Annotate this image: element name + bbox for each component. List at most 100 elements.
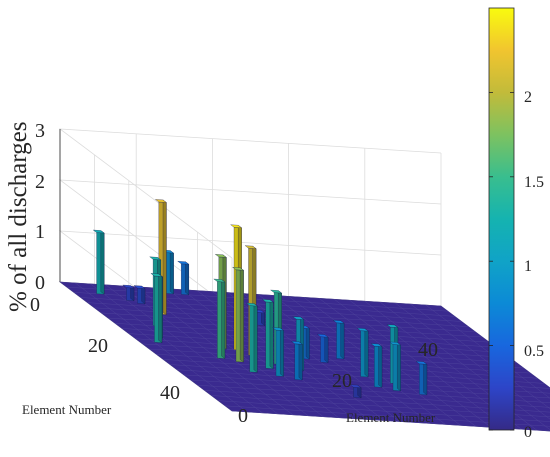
bar	[232, 267, 245, 363]
bar-face	[397, 342, 401, 392]
floor-grid-line	[163, 359, 545, 384]
y-axis-label: Element Number	[22, 402, 112, 417]
bar	[245, 302, 258, 373]
bar-top	[386, 324, 399, 328]
floor-grid-line	[273, 295, 446, 425]
bar	[177, 261, 190, 296]
bar-top	[245, 302, 258, 307]
bar	[349, 384, 362, 399]
bar-top	[122, 284, 135, 289]
x-tick-label: 0	[238, 405, 248, 427]
floor-grid-line	[120, 285, 294, 415]
colorbar	[488, 7, 515, 431]
x-tick-label: 40	[418, 339, 438, 361]
bar	[150, 273, 163, 344]
bar-face	[185, 261, 189, 296]
bar-top	[154, 199, 167, 203]
bar	[92, 229, 105, 295]
y-tick-label: 20	[88, 335, 108, 357]
bar	[290, 341, 303, 381]
floor-grid-line	[105, 284, 278, 415]
bar-face	[378, 343, 383, 388]
bar-top	[290, 341, 303, 345]
bar-top	[316, 333, 329, 338]
bar-top	[370, 343, 383, 347]
bar	[213, 278, 226, 359]
z-tick-label: 1	[35, 221, 45, 243]
bar-top	[332, 320, 345, 324]
floor-grid-line	[395, 302, 550, 420]
floor-grid-line	[197, 385, 550, 408]
floor-grid-line	[149, 348, 531, 374]
bar-face	[423, 361, 428, 396]
bar	[122, 284, 135, 302]
bar	[133, 285, 146, 305]
floor-grid-line	[211, 395, 550, 418]
bar-face	[298, 341, 303, 381]
bar-face	[239, 267, 244, 363]
bar	[415, 361, 428, 396]
bar-top	[177, 261, 190, 265]
colorbar-tick-label: 1.5	[524, 174, 544, 191]
bar-face	[221, 279, 226, 359]
colorbar-tick-label: 2	[524, 89, 532, 106]
bar-face	[324, 334, 329, 364]
bar-top	[244, 245, 257, 249]
colorbar-tick-label: 0.5	[524, 343, 544, 360]
bar-top	[415, 361, 428, 365]
bar	[332, 320, 345, 360]
x-tick-label: 20	[332, 370, 352, 392]
y-tick-label: 40	[160, 382, 180, 404]
colorbar-tick-label: 0	[524, 424, 532, 441]
bar	[162, 249, 175, 295]
grid-line	[58, 128, 442, 259]
bar-face	[162, 199, 167, 316]
bar-top	[213, 278, 226, 283]
bar-top	[292, 316, 305, 320]
bar-face	[340, 320, 345, 360]
bar	[316, 333, 329, 364]
bars	[92, 199, 428, 399]
bar	[272, 327, 285, 377]
bar	[154, 199, 167, 316]
floor-grid-line	[75, 282, 248, 413]
z-tick-label: 0	[35, 272, 45, 294]
bar-top	[149, 256, 162, 261]
bar-top	[261, 299, 274, 303]
bar-face	[364, 328, 369, 378]
floor-grid-line	[101, 312, 483, 338]
colorbar-tick-label: 1	[524, 258, 532, 275]
bar-top	[270, 289, 283, 294]
bar-top	[272, 327, 285, 331]
bar-face	[100, 230, 105, 295]
bar-face	[280, 327, 284, 377]
floor-grid-line	[225, 405, 550, 427]
floor-grid-line	[318, 298, 492, 428]
bar-top	[92, 229, 105, 234]
bar-top	[389, 341, 402, 346]
floor-grid-line	[379, 302, 550, 430]
bar-face	[169, 250, 174, 295]
z-tick-label: 3	[35, 120, 45, 142]
y-tick-label: 0	[30, 294, 40, 316]
z-axis-label: % of all discharges	[5, 122, 32, 312]
bar-top	[232, 267, 245, 271]
bar-top	[150, 273, 163, 277]
bar-face	[305, 325, 310, 360]
bar-face	[269, 299, 274, 370]
bar	[389, 341, 402, 392]
floor-grid-line	[121, 328, 503, 353]
floor-grid-line	[128, 333, 510, 358]
bar	[370, 343, 383, 388]
floor-grid-line	[440, 305, 550, 388]
bar	[261, 299, 274, 370]
bar-top	[349, 384, 362, 388]
floor-grid-line	[204, 390, 550, 413]
x-axis-label: Element Number	[346, 410, 436, 425]
floor-grid-line	[142, 343, 524, 369]
colorbar-ticks	[489, 92, 514, 431]
bar	[356, 327, 369, 378]
bar-top	[230, 224, 243, 228]
floor-grid-line	[59, 281, 233, 412]
